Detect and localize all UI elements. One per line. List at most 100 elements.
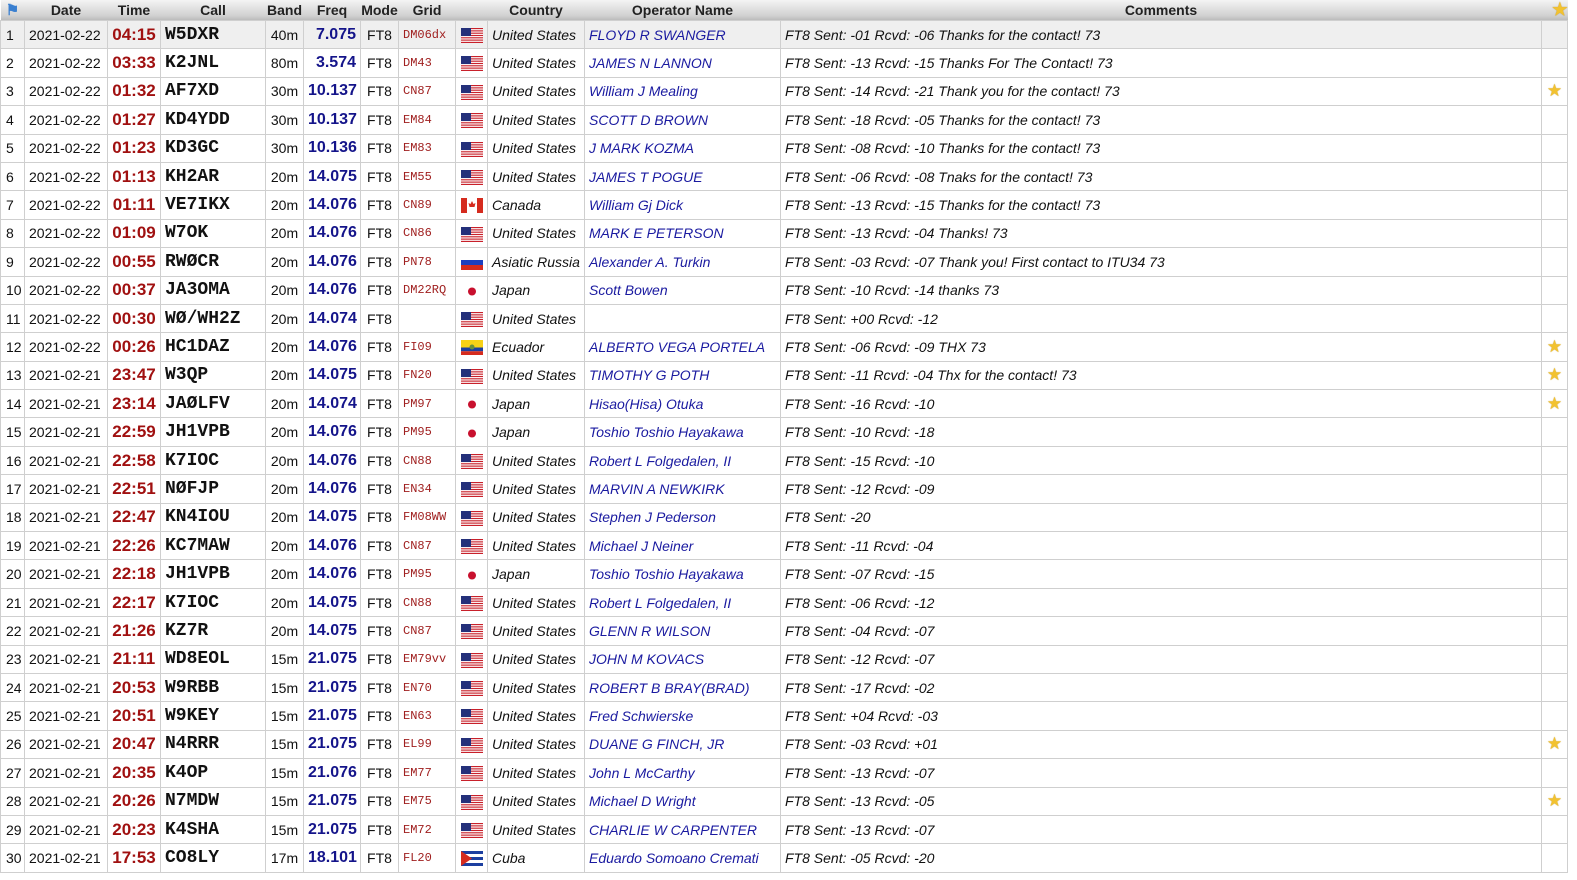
favorite-cell[interactable]: ★ <box>1541 389 1568 419</box>
call-header[interactable]: Call <box>160 0 266 21</box>
star-icon[interactable]: ★ <box>1546 365 1563 385</box>
favorite-cell[interactable] <box>1541 559 1568 589</box>
star-icon[interactable]: ★ <box>1546 393 1563 413</box>
callsign-cell[interactable]: CO8LY <box>160 843 266 873</box>
table-row[interactable]: 23 2021-02-21 21:11 WD8EOL 15m 21.075 FT8 EM79v… <box>0 644 1568 674</box>
callsign-cell[interactable]: HC1DAZ <box>160 332 266 362</box>
country-flag-header[interactable] <box>455 0 488 21</box>
table-row[interactable]: 21 2021-02-21 22:17 K7IOC 20m 14.075 FT8 CN88 Un… <box>0 587 1568 618</box>
operator-name-cell[interactable]: SCOTT D BROWN <box>584 105 781 135</box>
table-row[interactable]: 14 2021-02-21 23:14 JAØLFV 20m 14.074 FT8 PM97 J… <box>0 389 1568 419</box>
star-icon[interactable]: ★ <box>1546 734 1563 754</box>
operator-name-cell[interactable]: Robert L Folgedalen, II <box>584 445 781 476</box>
table-row[interactable]: 30 2021-02-21 17:53 CO8LY 17m 18.101 FT8 FL20 Cu… <box>0 843 1568 873</box>
operator-name-cell[interactable]: FLOYD R SWANGER <box>584 19 781 50</box>
callsign-cell[interactable]: W9KEY <box>160 701 266 731</box>
table-row[interactable]: 13 2021-02-21 23:47 W3QP 20m 14.075 FT8 FN20 Uni… <box>0 360 1568 391</box>
callsign-cell[interactable]: KC7MAW <box>160 531 266 561</box>
grid-header[interactable]: Grid <box>398 0 456 21</box>
table-row[interactable]: 20 2021-02-21 22:18 JH1VPB 20m 14.076 FT8 PM95 J… <box>0 559 1568 589</box>
table-row[interactable]: 3 2021-02-22 01:32 AF7XD 30m 10.137 FT8 CN87 Uni… <box>0 76 1568 107</box>
table-row[interactable]: 11 2021-02-22 00:30 WØ/WH2Z 20m 14.074 FT8 Unit… <box>0 303 1568 334</box>
table-row[interactable]: 9 2021-02-22 00:55 RWØCR 20m 14.076 FT8 PN78 Asi… <box>0 247 1568 277</box>
table-row[interactable]: 1 2021-02-22 04:15 W5DXR 40m 7.075 FT8 DM06dx Un… <box>0 19 1568 50</box>
callsign-cell[interactable]: K2JNL <box>160 48 266 78</box>
table-row[interactable]: 15 2021-02-21 22:59 JH1VPB 20m 14.076 FT8 PM95 J… <box>0 417 1568 447</box>
table-row[interactable]: 19 2021-02-21 22:26 KC7MAW 20m 14.076 FT8 CN87 U… <box>0 531 1568 561</box>
callsign-cell[interactable]: VE7IKX <box>160 190 266 220</box>
favorite-cell[interactable] <box>1541 105 1568 135</box>
star-icon[interactable]: ★ <box>1546 336 1563 356</box>
favorite-cell[interactable] <box>1541 48 1568 78</box>
callsign-cell[interactable]: KD3GC <box>160 133 266 163</box>
date-header[interactable]: Date <box>24 0 108 21</box>
table-row[interactable]: 7 2021-02-22 01:11 VE7IKX 20m 14.076 FT8 CN89 Ca… <box>0 190 1568 220</box>
operator-name-cell[interactable]: CHARLIE W CARPENTER <box>584 814 781 845</box>
table-row[interactable]: 29 2021-02-21 20:23 K4SHA 15m 21.075 FT8 EM72 Un… <box>0 814 1568 845</box>
star-column-header[interactable]: ★ <box>1541 0 1568 21</box>
operator-name-cell[interactable]: Michael D Wright <box>584 786 781 816</box>
table-row[interactable]: 12 2021-02-22 00:26 HC1DAZ 20m 14.076 FT8 FI09 E… <box>0 332 1568 362</box>
operator-name-cell[interactable]: Michael J Neiner <box>584 531 781 561</box>
time-header[interactable]: Time <box>107 0 161 21</box>
favorite-cell[interactable] <box>1541 531 1568 561</box>
operator-name-cell[interactable]: Toshio Toshio Hayakawa <box>584 417 781 447</box>
callsign-cell[interactable]: KZ7R <box>160 616 266 646</box>
operator-name-cell[interactable]: Toshio Toshio Hayakawa <box>584 559 781 589</box>
operator-name-cell[interactable]: JAMES N LANNON <box>584 48 781 78</box>
country-header[interactable]: Country <box>487 0 585 21</box>
callsign-cell[interactable]: K7IOC <box>160 445 266 476</box>
table-row[interactable]: 8 2021-02-22 01:09 W7OK 20m 14.076 FT8 CN86 Unit… <box>0 218 1568 249</box>
operator-name-cell[interactable]: Fred Schwierske <box>584 701 781 731</box>
comments-header[interactable]: Comments <box>780 0 1542 21</box>
callsign-cell[interactable]: N4RRR <box>160 729 266 760</box>
favorite-cell[interactable] <box>1541 644 1568 674</box>
table-row[interactable]: 27 2021-02-21 20:35 K4OP 15m 21.076 FT8 EM77 Uni… <box>0 758 1568 788</box>
operator-name-cell[interactable]: ALBERTO VEGA PORTELA <box>584 332 781 362</box>
operator-name-cell[interactable]: John L McCarthy <box>584 758 781 788</box>
table-row[interactable]: 5 2021-02-22 01:23 KD3GC 30m 10.136 FT8 EM83 Uni… <box>0 133 1568 163</box>
callsign-cell[interactable]: K4OP <box>160 758 266 788</box>
favorite-cell[interactable] <box>1541 701 1568 731</box>
table-row[interactable]: 28 2021-02-21 20:26 N7MDW 15m 21.075 FT8 EM75 Un… <box>0 786 1568 816</box>
callsign-cell[interactable]: KD4YDD <box>160 105 266 135</box>
freq-header[interactable]: Freq <box>303 0 361 21</box>
operator-name-cell[interactable] <box>584 303 781 334</box>
operator-name-cell[interactable]: DUANE G FINCH, JR <box>584 729 781 760</box>
favorite-cell[interactable] <box>1541 445 1568 476</box>
star-icon[interactable]: ★ <box>1546 791 1563 811</box>
favorite-cell[interactable] <box>1541 417 1568 447</box>
favorite-cell[interactable] <box>1541 247 1568 277</box>
favorite-cell[interactable]: ★ <box>1541 786 1568 816</box>
table-row[interactable]: 4 2021-02-22 01:27 KD4YDD 30m 10.137 FT8 EM84 Un… <box>0 105 1568 135</box>
table-row[interactable]: 6 2021-02-22 01:13 KH2AR 20m 14.075 FT8 EM55 Uni… <box>0 161 1568 192</box>
callsign-cell[interactable]: WD8EOL <box>160 644 266 674</box>
operator-name-cell[interactable]: TIMOTHY G POTH <box>584 360 781 391</box>
callsign-cell[interactable]: JAØLFV <box>160 389 266 419</box>
callsign-cell[interactable]: RWØCR <box>160 247 266 277</box>
operator-name-cell[interactable]: Hisao(Hisa) Otuka <box>584 389 781 419</box>
favorite-cell[interactable] <box>1541 474 1568 504</box>
operator-name-cell[interactable]: MARK E PETERSON <box>584 218 781 249</box>
operator-name-cell[interactable]: JOHN M KOVACS <box>584 644 781 674</box>
favorite-cell[interactable] <box>1541 814 1568 845</box>
table-row[interactable]: 24 2021-02-21 20:53 W9RBB 15m 21.075 FT8 EN70 Un… <box>0 672 1568 703</box>
operator-name-cell[interactable]: William J Mealing <box>584 76 781 107</box>
callsign-cell[interactable]: JA3OMA <box>160 275 266 305</box>
table-row[interactable]: 17 2021-02-21 22:51 NØFJP 20m 14.076 FT8 EN34 Un… <box>0 474 1568 504</box>
callsign-cell[interactable]: KN4IOU <box>160 502 266 533</box>
favorite-cell[interactable] <box>1541 218 1568 249</box>
callsign-cell[interactable]: W5DXR <box>160 19 266 50</box>
operator-name-cell[interactable]: Stephen J Pederson <box>584 502 781 533</box>
favorite-cell[interactable]: ★ <box>1541 360 1568 391</box>
favorite-cell[interactable] <box>1541 672 1568 703</box>
favorite-cell[interactable]: ★ <box>1541 332 1568 362</box>
favorite-cell[interactable] <box>1541 190 1568 220</box>
operator-name-cell[interactable]: GLENN R WILSON <box>584 616 781 646</box>
favorite-cell[interactable] <box>1541 502 1568 533</box>
table-row[interactable]: 26 2021-02-21 20:47 N4RRR 15m 21.075 FT8 EL99 Un… <box>0 729 1568 760</box>
table-row[interactable]: 10 2021-02-22 00:37 JA3OMA 20m 14.076 FT8 DM22R… <box>0 275 1568 305</box>
callsign-cell[interactable]: W7OK <box>160 218 266 249</box>
operator-name-cell[interactable]: MARVIN A NEWKIRK <box>584 474 781 504</box>
table-row[interactable]: 25 2021-02-21 20:51 W9KEY 15m 21.075 FT8 EN63 Un… <box>0 701 1568 731</box>
